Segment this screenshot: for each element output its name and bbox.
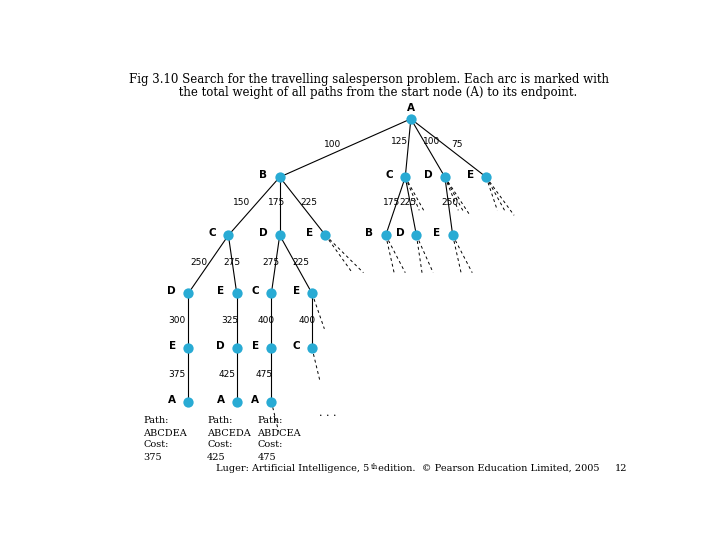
Text: E: E [168,341,176,352]
Text: Cost:
425: Cost: 425 [207,440,233,462]
Text: Luger: Artificial Intelligence, 5: Luger: Artificial Intelligence, 5 [216,464,369,473]
Text: Path:
ABCDEA: Path: ABCDEA [143,416,186,437]
Point [182,289,194,298]
Text: 225: 225 [400,198,417,207]
Text: 400: 400 [257,316,274,325]
Text: B: B [259,170,267,180]
Text: D: D [216,341,225,352]
Text: C: C [385,170,393,180]
Text: D: D [167,286,176,296]
Text: C: C [251,286,259,296]
Text: C: C [292,341,300,352]
Text: E: E [306,228,313,238]
Text: 100: 100 [324,140,341,149]
Text: E: E [217,286,225,296]
Text: 225: 225 [301,198,318,207]
Text: E: E [293,286,300,296]
Point [306,289,318,298]
Text: C: C [209,228,216,238]
Text: D: D [424,170,433,180]
Text: the total weight of all paths from the start node (A) to its endpoint.: the total weight of all paths from the s… [161,86,577,99]
Point [274,173,286,181]
Point [447,231,459,240]
Point [266,289,277,298]
Point [306,344,318,353]
Text: Cost:
475: Cost: 475 [258,440,283,462]
Point [480,173,492,181]
Text: 275: 275 [263,258,280,267]
Point [266,344,277,353]
Point [410,231,422,240]
Text: 425: 425 [218,370,235,379]
Point [266,397,277,406]
Text: 300: 300 [168,316,185,325]
Text: Path:
ABCEDA: Path: ABCEDA [207,416,251,437]
Point [439,173,451,181]
Text: A: A [168,395,176,404]
Text: 400: 400 [299,316,316,325]
Point [182,397,194,406]
Text: th: th [372,463,379,471]
Text: A: A [217,395,225,404]
Text: 150: 150 [233,198,251,207]
Text: D: D [258,228,267,238]
Text: 12: 12 [615,464,627,473]
Point [231,397,243,406]
Text: . . .: . . . [319,408,336,418]
Text: A: A [251,395,259,404]
Point [231,344,243,353]
Point [380,231,392,240]
Text: A: A [407,104,415,113]
Text: 125: 125 [391,137,408,146]
Text: 175: 175 [383,198,400,207]
Text: 475: 475 [256,370,273,379]
Text: 100: 100 [423,137,441,146]
Text: 250: 250 [191,258,208,267]
Text: edition.  © Pearson Education Limited, 2005: edition. © Pearson Education Limited, 20… [374,464,599,473]
Point [222,231,234,240]
Text: 75: 75 [451,140,463,149]
Point [182,344,194,353]
Text: 325: 325 [221,316,238,325]
Text: 275: 275 [224,258,241,267]
Text: E: E [252,341,259,352]
Point [274,231,286,240]
Text: 250: 250 [441,198,459,207]
Point [400,173,411,181]
Text: 175: 175 [269,198,286,207]
Text: D: D [395,228,404,238]
Text: E: E [467,170,474,180]
Text: B: B [366,228,374,238]
Point [320,231,331,240]
Point [405,114,417,123]
Text: 375: 375 [168,370,185,379]
Point [231,289,243,298]
Text: Path:
ABDCEA: Path: ABDCEA [258,416,301,437]
Text: Fig 3.10 Search for the travelling salesperson problem. Each arc is marked with: Fig 3.10 Search for the travelling sales… [129,73,609,86]
Text: E: E [433,228,441,238]
Text: Cost:
375: Cost: 375 [143,440,168,462]
Text: 225: 225 [292,258,310,267]
